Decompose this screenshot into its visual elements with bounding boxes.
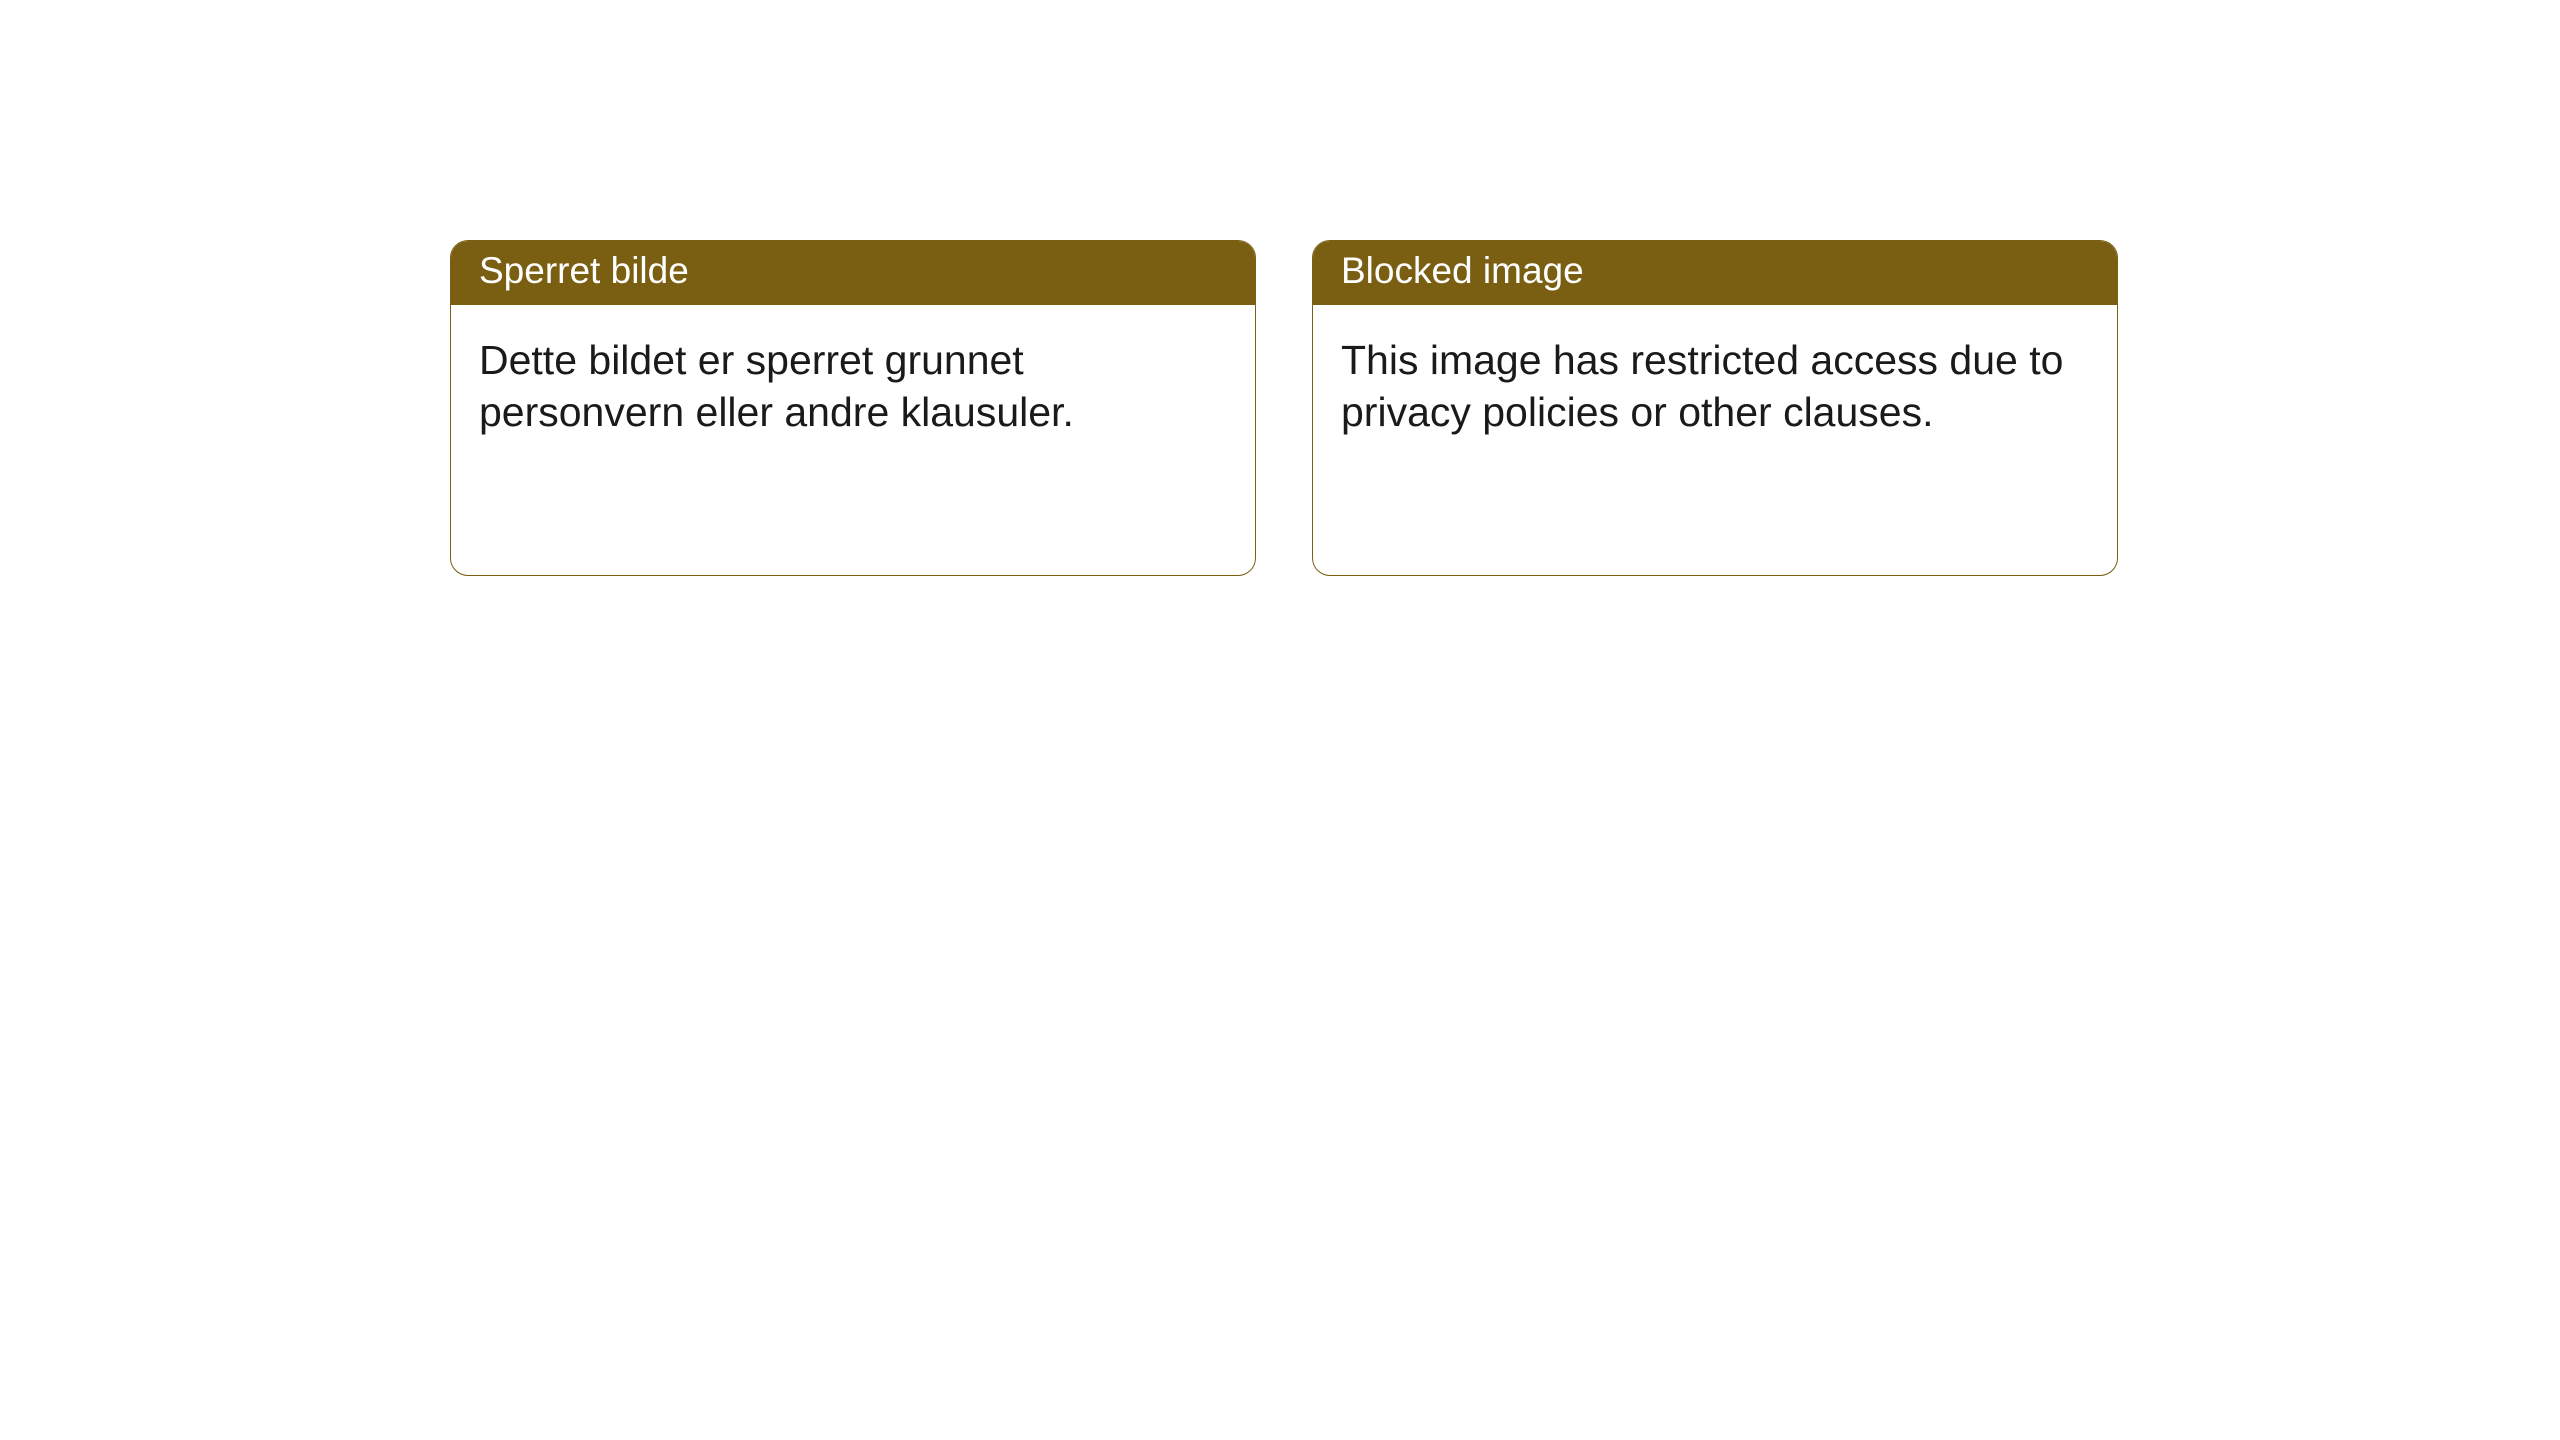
card-body-en: This image has restricted access due to … <box>1313 305 2117 468</box>
card-body-no: Dette bildet er sperret grunnet personve… <box>451 305 1255 468</box>
blocked-image-card-no: Sperret bilde Dette bildet er sperret gr… <box>450 240 1256 576</box>
card-title-en: Blocked image <box>1313 241 2117 305</box>
blocked-image-card-en: Blocked image This image has restricted … <box>1312 240 2118 576</box>
notice-row: Sperret bilde Dette bildet er sperret gr… <box>0 0 2560 576</box>
card-title-no: Sperret bilde <box>451 241 1255 305</box>
